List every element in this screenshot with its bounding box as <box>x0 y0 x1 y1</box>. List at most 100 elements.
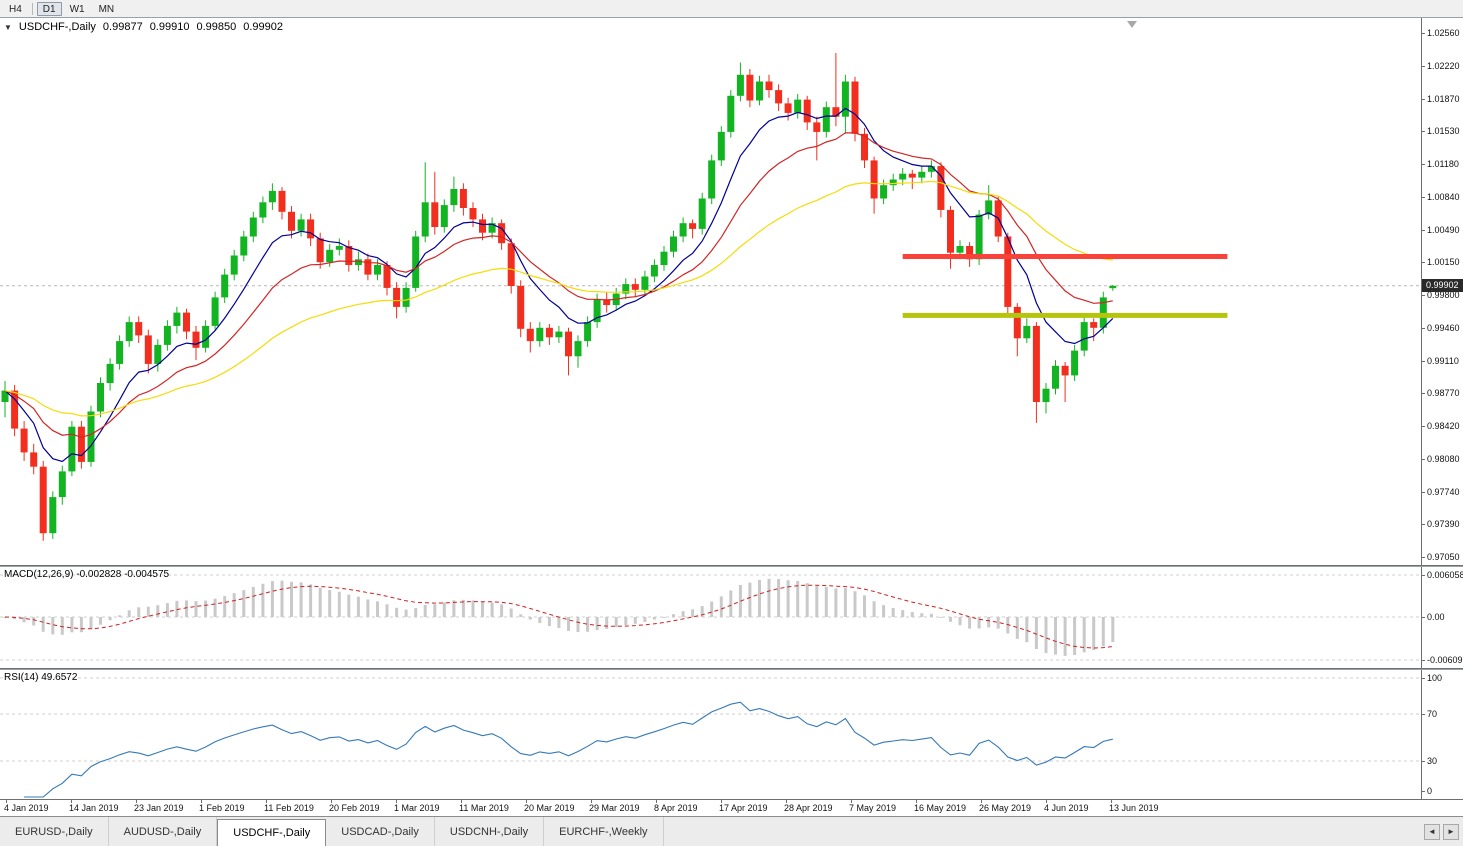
resistance-line[interactable] <box>902 254 1228 259</box>
price-axis-label: 0.97050 <box>1427 552 1460 562</box>
macd-histogram-bar <box>194 601 198 617</box>
macd-histogram-bar <box>461 599 465 617</box>
rsi-chart-svg <box>0 677 1421 798</box>
macd-histogram-bar <box>490 602 494 617</box>
rsi-axis-label: 0 <box>1427 786 1433 796</box>
candle-body <box>765 81 773 91</box>
candle-body <box>469 208 477 220</box>
axis-tick <box>1422 791 1425 792</box>
timeframe-button-h4[interactable]: H4 <box>9 3 22 15</box>
macd-axis-label: 0.00 <box>1427 612 1445 622</box>
panel-divider[interactable] <box>0 565 1463 567</box>
macd-histogram-bar <box>691 609 695 617</box>
price-axis-label: 1.01180 <box>1427 159 1459 169</box>
rsi-plot[interactable]: RSI(14) 49.6572 <box>0 670 1421 799</box>
symbol-ohlc-header: ▼ USDCHF-,Daily 0.99877 0.99910 0.99850 … <box>4 21 283 33</box>
tab-eurusd-daily[interactable]: EURUSD-,Daily <box>0 817 109 846</box>
date-axis-label: 11 Feb 2019 <box>264 803 314 813</box>
candle-body <box>631 284 639 290</box>
axis-tick <box>1422 575 1425 576</box>
tab-scroll-left-button[interactable]: ◄ <box>1424 823 1440 840</box>
candle-body <box>479 219 486 233</box>
ohlc-open: 0.99877 <box>102 21 143 33</box>
price-axis-label: 1.00490 <box>1427 224 1460 235</box>
date-axis-tick <box>656 800 657 803</box>
macd-histogram-bar <box>805 583 809 617</box>
tab-audusd-daily[interactable]: AUDUSD-,Daily <box>109 817 218 846</box>
candle-body <box>173 312 181 326</box>
candle-body <box>794 99 802 113</box>
main-chart-plot[interactable]: ▼ USDCHF-,Daily 0.99877 0.99910 0.99850 … <box>0 18 1421 565</box>
candle-body <box>364 259 372 275</box>
candle-body <box>1099 297 1107 328</box>
candle-body <box>956 246 964 253</box>
date-axis-label: 20 Feb 2019 <box>329 803 380 813</box>
candle-body <box>288 211 295 231</box>
date-axis-label: 29 Mar 2019 <box>589 803 640 813</box>
support-line[interactable] <box>902 312 1228 318</box>
candle-body <box>918 171 926 178</box>
axis-tick <box>1422 714 1425 715</box>
candle-body <box>297 219 305 231</box>
candle-body <box>412 236 420 288</box>
macd-histogram-bar <box>299 582 303 617</box>
date-axis-tick <box>461 800 462 803</box>
tab-eurchf-weekly[interactable]: EURCHF-,Weekly <box>544 817 664 846</box>
date-axis-label: 13 Jun 2019 <box>1109 803 1159 813</box>
macd-histogram-bar <box>796 581 800 617</box>
chart-tabs: EURUSD-,Daily AUDUSD-,Daily USDCHF-,Daily U… <box>0 817 664 846</box>
symbol-name: USDCHF-,Daily <box>18 21 96 33</box>
candle-body <box>841 81 849 117</box>
macd-histogram-bar <box>567 617 570 631</box>
macd-histogram-bar <box>910 612 914 617</box>
date-axis[interactable]: 4 Jan 2019 14 Jan 2019 23 Jan 2019 1 Feb 20… <box>0 799 1463 816</box>
candle-body <box>574 341 582 357</box>
candlestick-chart-svg <box>0 21 1421 541</box>
panel-divider[interactable] <box>0 668 1463 670</box>
candle-body <box>622 284 630 294</box>
macd-axis[interactable]: 0.006058 0.00 -0.006096 <box>1421 567 1463 668</box>
candle-body <box>822 107 830 132</box>
chart-shift-marker[interactable] <box>1127 21 1137 28</box>
candle-body <box>49 497 57 534</box>
macd-panel: MACD(12,26,9) -0.002828 -0.004575 0.0060… <box>0 567 1463 668</box>
macd-histogram-bar <box>261 583 265 617</box>
macd-histogram-bar <box>767 578 771 617</box>
macd-histogram-bar <box>1034 617 1038 649</box>
tab-scroll-right-button[interactable]: ► <box>1443 823 1459 840</box>
axis-tick <box>1422 617 1425 618</box>
macd-histogram-bar <box>920 613 924 617</box>
candle-body <box>278 190 286 212</box>
price-axis-label: 0.97740 <box>1427 486 1460 497</box>
axis-tick <box>1422 360 1425 362</box>
candle-body <box>1042 388 1050 402</box>
symbol-dropdown-icon[interactable]: ▼ <box>4 22 12 32</box>
candle-body <box>784 103 792 113</box>
tab-usdcad-daily[interactable]: USDCAD-,Daily <box>326 817 435 846</box>
timeframe-button-d1[interactable]: D1 <box>36 1 62 16</box>
macd-histogram-bar <box>901 610 905 617</box>
candle-body <box>603 299 611 305</box>
tab-usdcnh-daily[interactable]: USDCNH-,Daily <box>435 817 545 846</box>
date-axis-tick <box>786 800 787 803</box>
macd-histogram-bar <box>1006 617 1010 634</box>
macd-plot[interactable]: MACD(12,26,9) -0.002828 -0.004575 <box>0 567 1421 668</box>
candle-body <box>11 390 19 429</box>
candle-body <box>326 249 334 263</box>
date-axis-tick <box>591 800 592 803</box>
macd-histogram-bar <box>710 601 714 617</box>
timeframe-button-mn[interactable]: MN <box>98 3 115 15</box>
candle-body <box>813 122 821 132</box>
candle-body <box>1080 322 1088 351</box>
current-price-tag: 0.99902 <box>1422 279 1463 293</box>
date-axis-label: 4 Jan 2019 <box>4 803 49 813</box>
candle-body <box>727 95 735 132</box>
candle-body <box>77 426 85 462</box>
macd-histogram-bar <box>471 600 475 617</box>
macd-histogram-bar <box>547 617 551 627</box>
rsi-axis[interactable]: 100 70 30 0 <box>1421 670 1463 799</box>
timeframe-button-w1[interactable]: W1 <box>69 3 85 15</box>
chart-tab-bar: EURUSD-,Daily AUDUSD-,Daily USDCHF-,Daily U… <box>0 816 1463 846</box>
tab-usdchf-daily[interactable]: USDCHF-,Daily <box>217 819 327 846</box>
price-axis[interactable]: 1.02560 1.02220 1.01870 1.01530 1.01180 1.008… <box>1421 18 1463 565</box>
